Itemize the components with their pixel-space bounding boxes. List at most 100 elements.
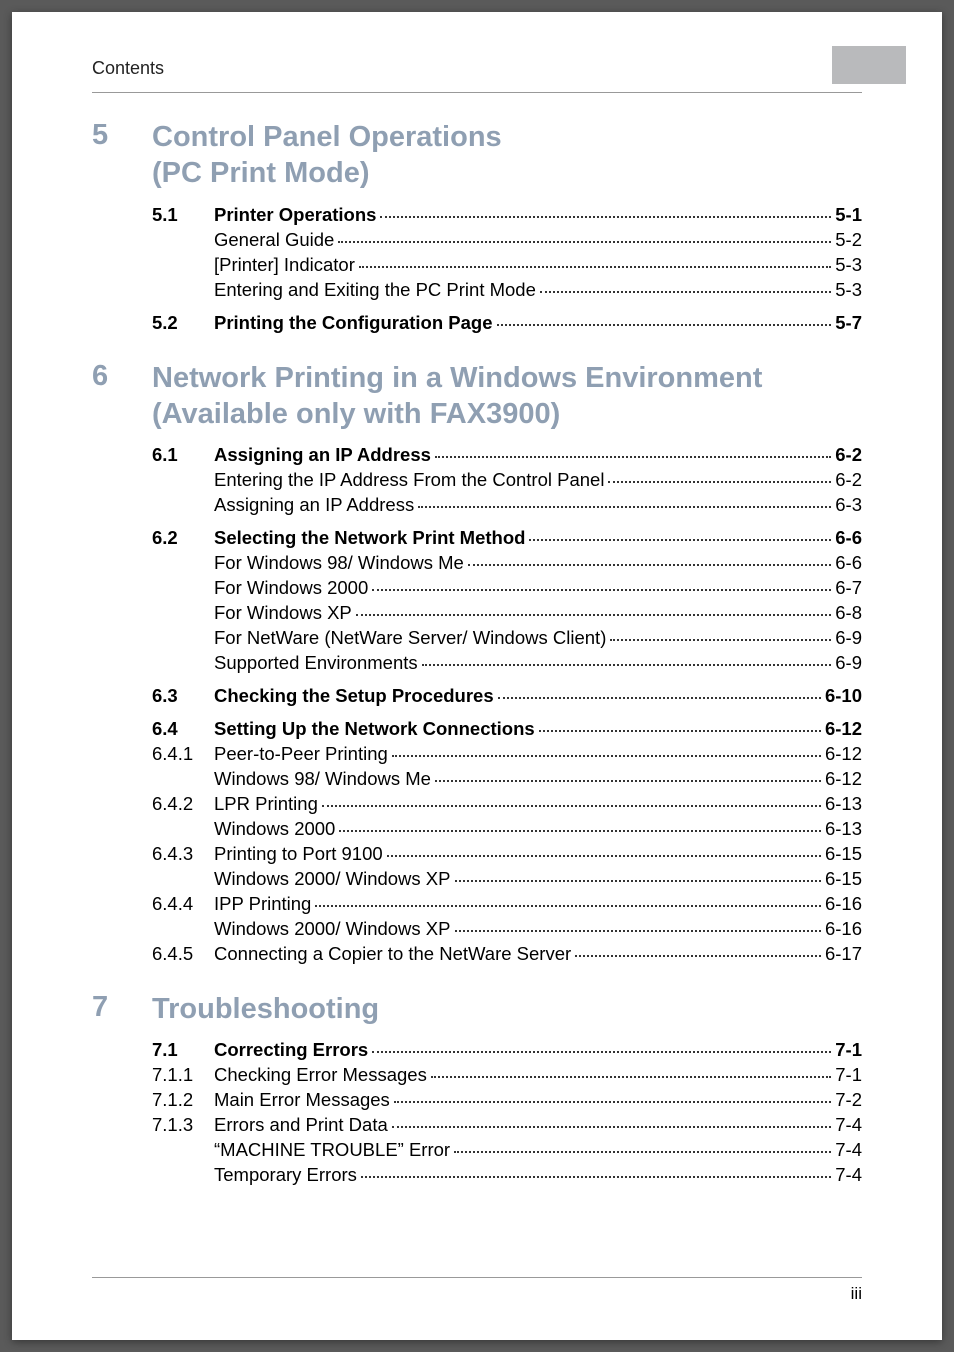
- toc-dot-leader: [468, 564, 831, 566]
- toc-dot-leader: [359, 266, 831, 268]
- toc-entry-page: 6-2: [835, 444, 862, 466]
- toc-entry-number: 7.1.3: [152, 1114, 214, 1136]
- toc-entry-page: 6-8: [835, 602, 862, 624]
- toc-entry-label: “MACHINE TROUBLE” Error: [214, 1139, 450, 1161]
- chapter-title: Network Printing in a Windows Environmen…: [152, 360, 762, 433]
- toc-dot-leader: [380, 216, 831, 218]
- toc-entry-sub: 7.1.3Errors and Print Data7-4: [152, 1114, 862, 1136]
- toc-entry-leaf: Entering and Exiting the PC Print Mode5-…: [214, 279, 862, 301]
- toc-dot-leader: [338, 241, 831, 243]
- toc-entry-page: 5-3: [835, 254, 862, 276]
- toc-dot-leader: [610, 639, 831, 641]
- toc-entry-leaf: Temporary Errors7-4: [214, 1164, 862, 1186]
- toc-entry-page: 7-4: [835, 1114, 862, 1136]
- toc-dot-leader: [455, 930, 821, 932]
- toc-entry-leaf: Supported Environments6-9: [214, 652, 862, 674]
- toc-entry-page: 6-2: [835, 469, 862, 491]
- toc-entry-sub: 7.1.2Main Error Messages7-2: [152, 1089, 862, 1111]
- toc-entry-label: Entering the IP Address From the Control…: [214, 469, 604, 491]
- chapter-title: Control Panel Operations(PC Print Mode): [152, 119, 502, 192]
- toc-dot-leader: [356, 614, 831, 616]
- toc-dot-leader: [608, 481, 831, 483]
- toc-entry-number: 6.4.5: [152, 943, 214, 965]
- toc-entry-page: 7-4: [835, 1139, 862, 1161]
- chapter-heading: 5Control Panel Operations(PC Print Mode): [92, 119, 862, 192]
- toc-entry-label: [Printer] Indicator: [214, 254, 355, 276]
- footer-rule: [92, 1277, 862, 1278]
- toc-entry-leaf: Windows 2000/ Windows XP6-15: [214, 868, 862, 890]
- toc-entry-leaf: Entering the IP Address From the Control…: [214, 469, 862, 491]
- chapter-number: 7: [92, 991, 152, 1024]
- chapter-heading: 6Network Printing in a Windows Environme…: [92, 360, 862, 433]
- chapter-number: 5: [92, 119, 152, 152]
- toc-entry-number: 6.4.2: [152, 793, 214, 815]
- toc-entry-leaf: General Guide5-2: [214, 229, 862, 251]
- toc-entry-label: For Windows 98/ Windows Me: [214, 552, 464, 574]
- toc-entry-page: 6-12: [825, 743, 862, 765]
- toc-entry-page: 6-10: [825, 685, 862, 707]
- toc-dot-leader: [575, 955, 821, 957]
- toc-entry-sub: 6.4.4IPP Printing6-16: [152, 893, 862, 915]
- toc-entry-page: 7-1: [835, 1064, 862, 1086]
- toc-dot-leader: [315, 905, 821, 907]
- toc-entry-page: 6-17: [825, 943, 862, 965]
- toc-dot-leader: [539, 730, 821, 732]
- toc-dot-leader: [372, 589, 831, 591]
- toc-entry-page: 6-9: [835, 627, 862, 649]
- toc-entry-label: Connecting a Copier to the NetWare Serve…: [214, 943, 571, 965]
- toc-entry-page: 6-12: [825, 768, 862, 790]
- toc-entry-number: 5.1: [152, 204, 214, 226]
- page: Contents 5Control Panel Operations(PC Pr…: [12, 12, 942, 1340]
- toc-entry-label: Printing to Port 9100: [214, 843, 383, 865]
- toc-entry-label: For NetWare (NetWare Server/ Windows Cli…: [214, 627, 606, 649]
- toc-entry-label: General Guide: [214, 229, 334, 251]
- chapter-number: 6: [92, 360, 152, 393]
- toc-entry-section: 6.3Checking the Setup Procedures6-10: [152, 685, 862, 707]
- toc-entry-label: Setting Up the Network Connections: [214, 718, 535, 740]
- toc-entry-section: 6.4Setting Up the Network Connections6-1…: [152, 718, 862, 740]
- toc-entry-number: 7.1.1: [152, 1064, 214, 1086]
- toc-dot-leader: [392, 1126, 831, 1128]
- toc-entry-page: 5-7: [835, 312, 862, 334]
- toc-entry-leaf: For NetWare (NetWare Server/ Windows Cli…: [214, 627, 862, 649]
- toc-entry-label: Selecting the Network Print Method: [214, 527, 525, 549]
- toc-dot-leader: [387, 855, 821, 857]
- toc-dot-leader: [435, 456, 831, 458]
- toc-dot-leader: [431, 1076, 831, 1078]
- toc-entry-page: 7-2: [835, 1089, 862, 1111]
- toc-entry-sub: 6.4.1Peer-to-Peer Printing6-12: [152, 743, 862, 765]
- header-rule: [92, 92, 862, 93]
- toc-entry-leaf: Assigning an IP Address6-3: [214, 494, 862, 516]
- toc-entry-page: 6-16: [825, 893, 862, 915]
- page-footer: iii: [92, 1277, 862, 1304]
- toc-entry-page: 5-3: [835, 279, 862, 301]
- toc-dot-leader: [529, 539, 831, 541]
- toc-entry-page: 6-7: [835, 577, 862, 599]
- toc-entry-page: 6-6: [835, 552, 862, 574]
- chapter-heading: 7Troubleshooting: [92, 991, 862, 1027]
- toc-dot-leader: [372, 1051, 831, 1053]
- toc-dot-leader: [361, 1176, 831, 1178]
- toc-entry-number: 6.4.4: [152, 893, 214, 915]
- toc-entry-section: 5.1Printer Operations5-1: [152, 204, 862, 226]
- toc-entry-number: 6.2: [152, 527, 214, 549]
- toc-entry-label: Peer-to-Peer Printing: [214, 743, 388, 765]
- toc-entry-sub: 6.4.2LPR Printing6-13: [152, 793, 862, 815]
- toc-dot-leader: [540, 291, 831, 293]
- toc-entry-label: Checking the Setup Procedures: [214, 685, 494, 707]
- toc-entry-page: 7-1: [835, 1039, 862, 1061]
- table-of-contents: 5Control Panel Operations(PC Print Mode)…: [92, 119, 862, 1186]
- toc-entry-leaf: For Windows 20006-7: [214, 577, 862, 599]
- header-label: Contents: [92, 58, 164, 79]
- toc-entry-number: 7.1: [152, 1039, 214, 1061]
- toc-entry-section: 7.1Correcting Errors7-1: [152, 1039, 862, 1061]
- toc-entry-leaf: For Windows XP 6-8: [214, 602, 862, 624]
- toc-dot-leader: [339, 830, 821, 832]
- toc-dot-leader: [435, 780, 821, 782]
- toc-entry-label: For Windows XP: [214, 602, 352, 624]
- toc-entry-label: Assigning an IP Address: [214, 444, 431, 466]
- toc-entry-label: Printing the Configuration Page: [214, 312, 493, 334]
- toc-dot-leader: [394, 1101, 831, 1103]
- toc-dot-leader: [392, 755, 821, 757]
- toc-entry-sub: 6.4.5Connecting a Copier to the NetWare …: [152, 943, 862, 965]
